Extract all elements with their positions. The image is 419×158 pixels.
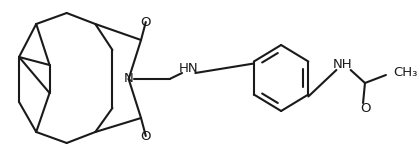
Text: NH: NH [333, 58, 353, 72]
Text: N: N [124, 73, 134, 85]
Text: O: O [140, 15, 151, 28]
Text: CH₃: CH₃ [393, 67, 418, 79]
Text: O: O [140, 130, 151, 143]
Text: HN: HN [179, 61, 199, 75]
Text: O: O [361, 101, 371, 115]
